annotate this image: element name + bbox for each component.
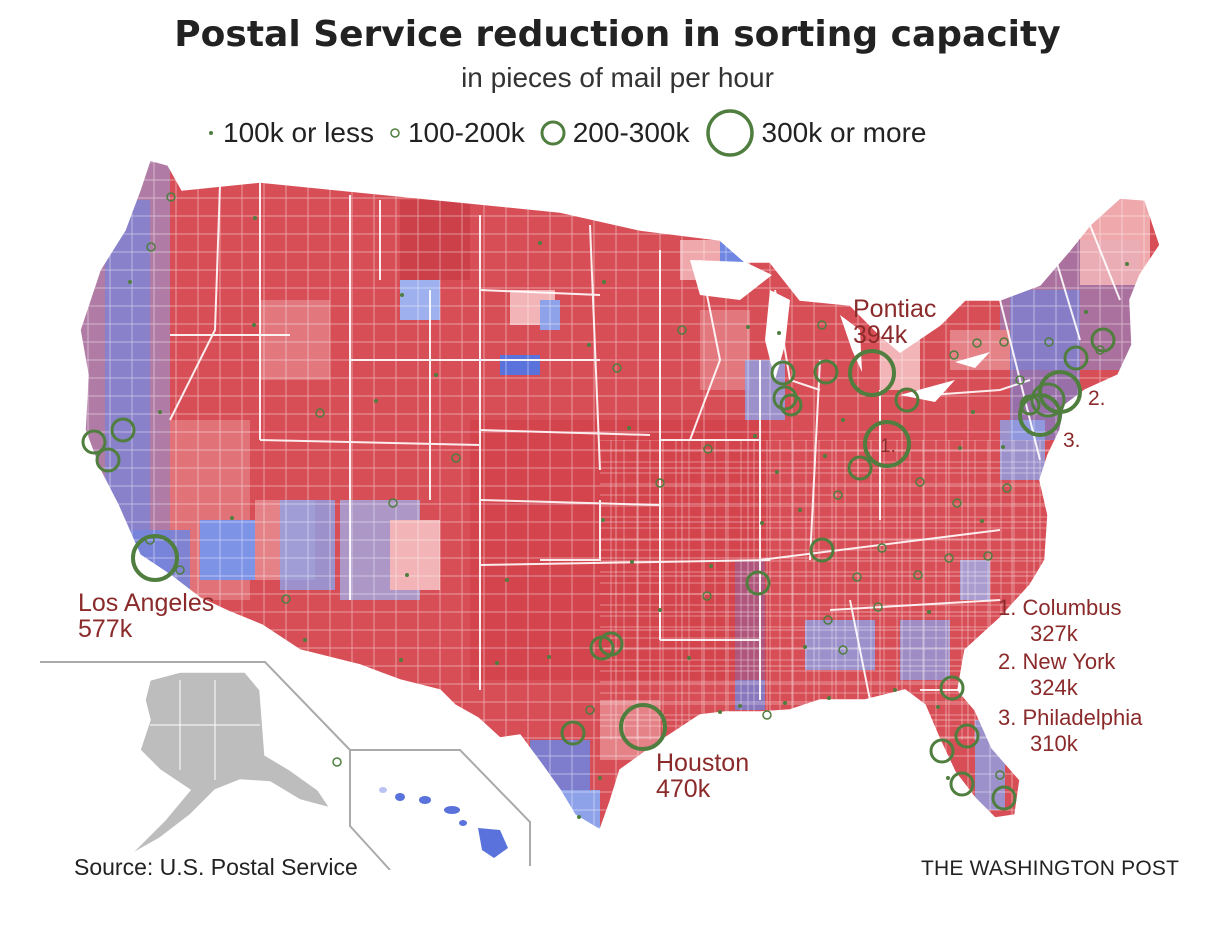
legend-item-large: 200-300k	[539, 117, 690, 149]
circle-large	[949, 771, 975, 797]
capacity-circles	[81, 192, 1129, 819]
circle-houston	[619, 703, 667, 751]
small-circle-icon	[209, 131, 213, 135]
circle-large	[847, 455, 873, 481]
circle-large	[939, 675, 965, 701]
callout-pontiac-value: 394k	[853, 321, 908, 349]
circle-large	[779, 393, 803, 417]
circle-large	[95, 447, 121, 473]
map-marker-rank-3: 3.	[1063, 429, 1081, 452]
legend-label-small: 100k or less	[223, 117, 374, 148]
circle-large	[813, 359, 839, 385]
ranked-item-3-value: 310k	[1030, 731, 1078, 756]
ranked-item-1-value: 327k	[1030, 621, 1078, 646]
ranked-item-3-number: 3.	[998, 705, 1017, 730]
callout-houston: Houston 470k	[656, 750, 749, 802]
circle-large	[1063, 345, 1089, 371]
publisher-credit: THE WASHINGTON POST	[921, 857, 1180, 880]
callout-houston-value: 470k	[656, 775, 711, 803]
map-marker-rank-2: 2.	[1088, 387, 1106, 410]
ranked-item-2: 2. New York 324k	[998, 649, 1115, 701]
callout-los-angeles: Los Angeles 577k	[78, 590, 214, 642]
circle-large	[598, 631, 624, 657]
circle-large	[1090, 327, 1116, 353]
small-dots	[128, 216, 1129, 819]
circle-northeast	[1030, 382, 1066, 418]
circle-los-angeles	[131, 534, 179, 582]
circle-large	[809, 537, 835, 563]
ranked-item-3-name: Philadelphia	[1022, 705, 1143, 730]
us-county-map: 1. 2. 3.	[40, 159, 1161, 870]
map-title: Postal Service reduction in sorting capa…	[174, 14, 1061, 55]
legend-label-xlarge: 300k or more	[761, 117, 927, 148]
ranked-item-2-number: 2.	[998, 649, 1017, 674]
callout-los-angeles-value: 577k	[78, 615, 133, 643]
circle-large	[894, 387, 920, 413]
ranked-item-1: 1. Columbus 327k	[998, 595, 1122, 647]
xlarge-circle-icon	[705, 109, 754, 157]
circle-large	[770, 360, 796, 386]
hawaii-shape	[379, 787, 508, 858]
legend-item-medium: 100-200k	[388, 117, 525, 149]
legend: 100k or less 100-200k 200-300k 300k or m…	[205, 106, 940, 160]
circle-large	[560, 720, 586, 746]
circle-large	[991, 785, 1017, 811]
callout-pontiac: Pontiac 394k	[853, 296, 936, 348]
ranked-item-1-number: 1.	[998, 595, 1017, 620]
alaska-hawaii-inset	[40, 661, 531, 870]
legend-item-xlarge: 300k or more	[704, 107, 927, 159]
callout-los-angeles-name: Los Angeles	[78, 589, 215, 617]
map-subtitle: in pieces of mail per hour	[461, 62, 774, 93]
legend-item-small: 100k or less	[205, 117, 374, 149]
circle-large	[1019, 394, 1041, 416]
callout-pontiac-name: Pontiac	[853, 295, 937, 323]
circle-large	[110, 417, 136, 443]
ranked-item-2-value: 324k	[1030, 675, 1078, 700]
legend-label-large: 200-300k	[572, 117, 690, 148]
circle-philadelphia	[1018, 393, 1062, 437]
ranked-item-2-name: New York	[1022, 649, 1116, 674]
source-note: Source: U.S. Postal Service	[74, 854, 358, 880]
ranked-item-1-name: Columbus	[1022, 595, 1122, 620]
circle-large	[929, 738, 955, 764]
large-circle-icon	[540, 120, 566, 146]
ranked-item-3: 3. Philadelphia 310k	[998, 705, 1142, 757]
medium-circle-icon	[390, 128, 400, 138]
callout-houston-name: Houston	[656, 749, 750, 777]
circle-large	[81, 429, 107, 455]
circle-large	[954, 723, 980, 749]
map-marker-rank-1: 1.	[880, 436, 896, 457]
legend-label-medium: 100-200k	[407, 117, 525, 148]
circle-pontiac	[848, 349, 896, 397]
circle-columbus	[863, 420, 911, 468]
medium-circles	[145, 192, 1105, 780]
circle-large	[745, 570, 771, 596]
